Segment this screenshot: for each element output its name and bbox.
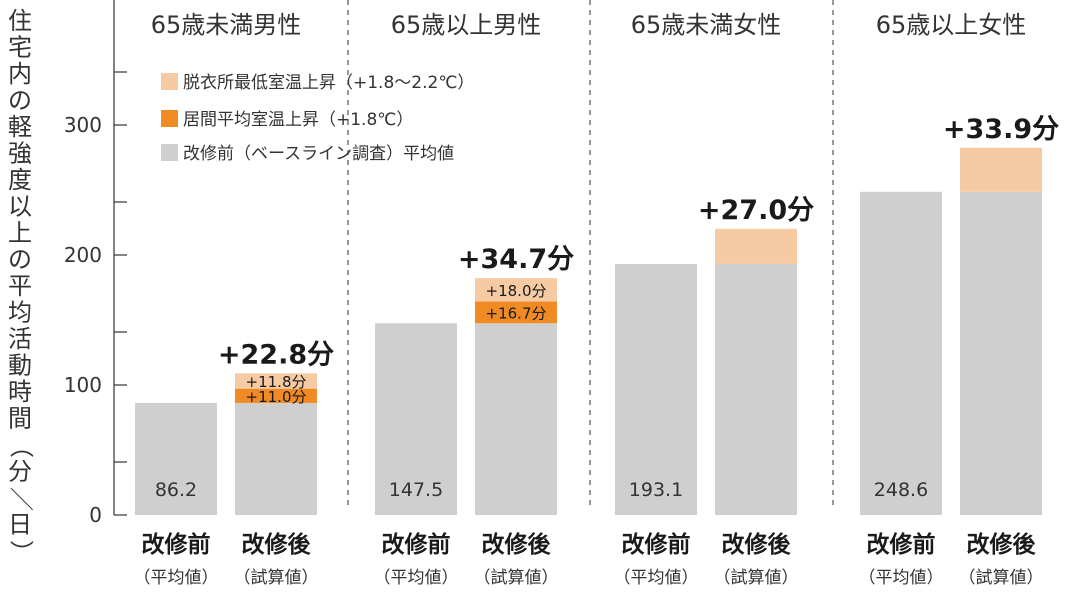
y-tick-label: 100 [64,373,102,397]
y-axis-title-char: 時 [8,378,32,406]
category-label: 改修後 [722,531,792,558]
legend-label: 改修前（ベースライン調査）平均値 [183,144,454,164]
legend: 脱衣所最低室温上昇（+1.8〜2.2℃） 居間平均室温上昇（+1.8℃） 改修前（ベ… [161,73,474,164]
category-sublabel: （平均値） [374,568,459,588]
bar-before-label: 147.5 [389,479,443,501]
y-axis-title-char: 均 [8,299,32,327]
y-axis-title-char: 活 [8,325,32,353]
y-axis-title-char: ／ [7,487,35,511]
living-segment-label: +16.7分 [486,304,547,322]
category-sublabel: （試算値） [474,568,559,588]
dressing-segment-label: +11.8分 [246,373,307,391]
increase-total-label: +33.9分 [943,114,1059,145]
y-axis-title-char: 内 [8,60,32,88]
bar-after-dressing [475,278,557,302]
bar-after-base [475,323,557,515]
bar-after-base [235,402,317,515]
legend-swatch [161,110,178,127]
y-axis-title-char: （ [7,434,35,458]
legend-swatch [161,144,178,161]
category-sublabel: （試算値） [234,568,319,588]
bar-after-dressing [960,147,1042,192]
category-label: 改修前 [867,531,936,558]
bar-before [375,323,457,515]
y-axis-title-char: 軽 [8,113,32,141]
category-label: 改修後 [967,531,1037,558]
legend-label: 居間平均室温上昇（+1.8℃） [183,110,413,130]
y-tick-label: 0 [89,503,102,527]
category-label: 改修前 [382,531,451,558]
y-axis-title-char: 日 [8,511,32,539]
y-axis-title-char: 間 [8,405,32,433]
dressing-segment-label: +18.0分 [486,282,547,300]
group-title: 65歳以上男性 [391,11,542,39]
y-axis-title-char: 強 [8,140,32,168]
category-sublabel: （平均値） [859,568,944,588]
bar-before-label: 86.2 [155,479,197,501]
legend-label: 脱衣所最低室温上昇（+1.8〜2.2℃） [183,73,474,93]
group-title: 65歳未満男性 [151,11,302,39]
y-axis-title-char: 動 [8,352,32,380]
y-axis-title-char: 分 [8,458,32,486]
y-axis-title-char: の [8,246,32,274]
y-axis-title-char: 度 [8,166,32,194]
category-sublabel: （試算値） [714,568,799,588]
legend-swatch [161,73,178,90]
category-sublabel: （平均値） [614,568,699,588]
y-axis-title-char: 宅 [8,34,32,62]
increase-total-label: +27.0分 [698,195,814,226]
y-axis-title-char: 上 [8,219,32,247]
bar-after-dressing [235,373,317,389]
bar-after-living [475,301,557,324]
y-axis-title-char: ） [7,540,35,564]
category-label: 改修前 [142,531,211,558]
y-tick-label: 200 [64,243,102,267]
category-sublabel: （試算値） [959,568,1044,588]
category-label: 改修後 [242,531,312,558]
bar-after-base [715,263,797,515]
increase-total-label: +22.8分 [218,339,334,370]
y-axis-title-char: 住 [8,7,32,35]
y-axis-title-char: の [8,87,32,115]
bar-before [135,402,217,515]
bar-before-label: 248.6 [874,479,928,501]
bar-before [860,191,942,515]
category-sublabel: （平均値） [134,568,219,588]
increase-total-label: +34.7分 [458,244,574,275]
bar-after-base [960,191,1042,515]
y-axis-title-char: 以 [8,193,32,221]
group-title: 65歳以上女性 [876,11,1027,39]
bar-after-living [235,388,317,403]
y-tick-label: 300 [64,113,102,137]
bar-after-dressing [715,228,797,264]
y-axis-title-char: 平 [8,272,32,300]
bar-before [615,263,697,515]
category-label: 改修後 [482,531,552,558]
category-label: 改修前 [622,531,691,558]
living-segment-label: +11.0分 [246,388,307,406]
bar-before-label: 193.1 [629,479,683,501]
group-title: 65歳未満女性 [631,11,782,39]
